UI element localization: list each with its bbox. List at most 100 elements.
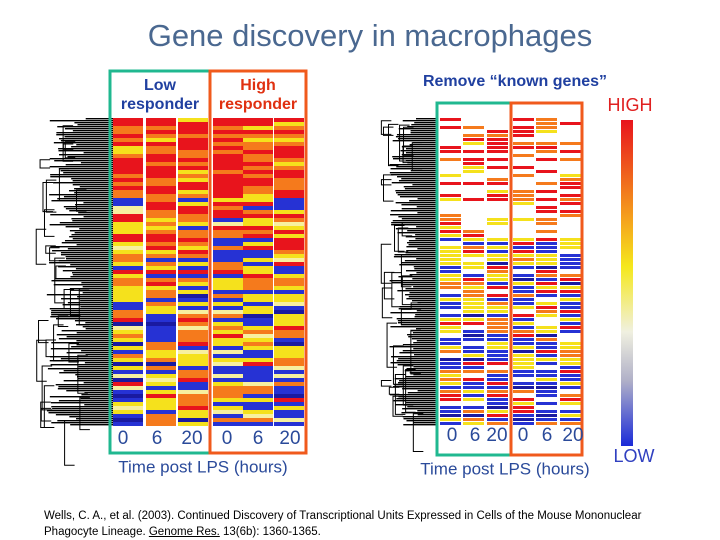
heatmap-cell [536, 370, 557, 373]
heatmap-cell [513, 314, 534, 317]
dendrogram [70, 264, 113, 266]
heatmap-cell [560, 198, 581, 201]
heatmap-cell [146, 274, 176, 278]
heatmap-cell [178, 330, 208, 334]
heatmap-cell [536, 230, 557, 233]
heatmap-cell [513, 266, 534, 269]
dendrogram [403, 126, 414, 156]
heatmap-cell [213, 414, 243, 418]
dendrogram [406, 246, 438, 248]
heatmap-cell [440, 170, 461, 173]
heatmap-cell [487, 310, 508, 313]
heatmap-cell [487, 406, 508, 409]
heatmap-cell [487, 158, 508, 161]
dendrogram [51, 342, 113, 344]
heatmap-cell [536, 122, 557, 125]
dendrogram [61, 330, 113, 332]
heatmap-cell [113, 206, 143, 210]
heatmap-cell [536, 210, 557, 213]
heatmap-cell [536, 158, 557, 161]
heatmap-cell [560, 118, 581, 121]
heatmap-cell [274, 234, 304, 238]
heatmap-cell [487, 162, 508, 165]
dendrogram [56, 132, 113, 134]
heatmap-cell [274, 358, 304, 362]
heatmap-cell [560, 330, 581, 333]
dendrogram [49, 360, 113, 362]
heatmap-cell [513, 174, 534, 177]
heatmap-cell [440, 414, 461, 417]
dendrogram [390, 174, 438, 176]
heatmap-cell [560, 286, 581, 289]
dendrogram [67, 156, 113, 158]
dendrogram [402, 145, 414, 164]
heatmap-cell [440, 362, 461, 365]
heatmap-cell [440, 162, 461, 165]
heatmap-cell [243, 210, 273, 214]
dendrogram [51, 406, 113, 408]
dendrogram [401, 222, 413, 237]
heatmap-cell [513, 146, 534, 149]
heatmap-cell [113, 342, 143, 346]
heatmap-cell [440, 294, 461, 297]
heatmap-cell [213, 334, 243, 338]
heatmap-cell [274, 286, 304, 290]
heatmap-cell [113, 422, 143, 426]
heatmap-cell [487, 326, 508, 329]
heatmap-cell [213, 134, 243, 138]
heatmap-cell [536, 150, 557, 153]
heatmap-cell [440, 342, 461, 345]
heatmap-cell [487, 286, 508, 289]
heatmap-cell [113, 250, 143, 254]
dendrogram [406, 298, 438, 300]
heatmap-cell [440, 254, 461, 257]
dendrogram [380, 243, 392, 284]
dendrogram [50, 364, 113, 366]
heatmap-cell [487, 422, 508, 425]
heatmap-cell [213, 194, 243, 198]
heatmap-cell [146, 342, 176, 346]
dendrogram [83, 152, 113, 154]
heatmap-cell [440, 242, 461, 245]
heatmap-cell [178, 346, 208, 350]
heatmap-cell [463, 290, 484, 293]
heatmap-cell [536, 338, 557, 341]
group-label: Low [144, 77, 177, 94]
heatmap-cell [274, 342, 304, 346]
dendrogram [79, 228, 113, 230]
dendrogram [407, 162, 438, 164]
dendrogram [65, 256, 113, 258]
heatmap-cell [243, 238, 273, 242]
heatmap-cell [178, 202, 208, 206]
heatmap-cell [440, 410, 461, 413]
heatmap-cell [487, 166, 508, 169]
heatmap-cell [274, 242, 304, 246]
heatmap-cell [487, 374, 508, 377]
heatmap-cell [513, 202, 534, 205]
heatmap-cell [440, 210, 461, 213]
dendrogram [413, 422, 438, 424]
axis-label: Time post LPS (hours) [420, 459, 589, 478]
heatmap-cell [178, 194, 208, 198]
heatmap-cell [274, 398, 304, 402]
heatmap-cell [513, 386, 534, 389]
heatmap-cell [113, 382, 143, 386]
heatmap-cell [440, 378, 461, 381]
heatmap-cell [113, 310, 143, 314]
dendrogram [65, 226, 113, 228]
dendrogram [405, 376, 438, 378]
heatmap-cell [487, 174, 508, 177]
heatmap-cell [463, 142, 484, 145]
dendrogram [84, 404, 113, 406]
dendrogram [49, 308, 113, 310]
heatmap-cell [560, 362, 581, 365]
heatmap-cell [146, 398, 176, 402]
heatmap-cell [536, 250, 557, 253]
heatmap-cell [113, 182, 143, 186]
heatmap-cell [113, 398, 143, 402]
heatmap-cell [513, 350, 534, 353]
heatmap-cell [178, 138, 208, 142]
dendrogram [49, 396, 113, 398]
heatmap-cell [274, 182, 304, 186]
heatmap-cell [440, 174, 461, 177]
